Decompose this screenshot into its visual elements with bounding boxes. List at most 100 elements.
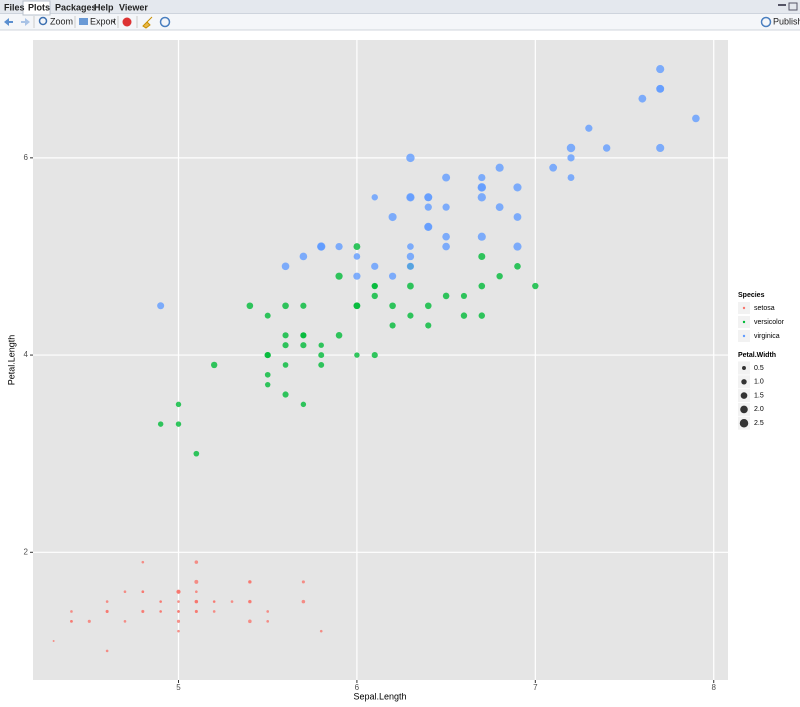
point <box>282 302 289 310</box>
point <box>195 590 198 594</box>
point <box>371 351 378 359</box>
legend-title: Petal.Width <box>738 352 776 359</box>
point <box>513 242 522 251</box>
point <box>335 332 343 339</box>
y-tick-label: 2 <box>24 547 29 556</box>
point <box>371 292 378 300</box>
point <box>638 94 647 103</box>
point <box>141 590 145 594</box>
maximize-icon[interactable] <box>788 2 798 11</box>
point <box>177 600 180 603</box>
point <box>567 174 575 181</box>
point <box>159 610 162 613</box>
point <box>157 302 165 310</box>
point <box>656 143 665 153</box>
publish-icon[interactable] <box>760 16 772 28</box>
forward-icon[interactable] <box>21 18 30 26</box>
clear-icon[interactable] <box>142 16 153 29</box>
point <box>105 649 109 653</box>
point <box>478 312 485 319</box>
point <box>248 619 252 624</box>
point <box>248 580 252 584</box>
point <box>264 312 271 319</box>
point <box>281 262 290 271</box>
point <box>406 193 415 202</box>
point <box>424 222 433 231</box>
size-legend-marker <box>739 418 749 428</box>
x-tick-label: 7 <box>533 683 538 692</box>
point <box>176 589 181 594</box>
point <box>406 252 415 261</box>
point <box>70 620 73 623</box>
tab[interactable]: Viewer <box>119 2 148 12</box>
point <box>87 619 91 623</box>
export-icon[interactable] <box>79 18 88 25</box>
point <box>407 243 414 250</box>
point <box>194 560 199 564</box>
point <box>585 124 593 132</box>
point <box>353 272 361 280</box>
point <box>105 600 109 603</box>
refresh-icon[interactable] <box>159 16 171 28</box>
point <box>353 243 361 251</box>
point <box>514 263 521 270</box>
point <box>388 212 397 222</box>
point <box>300 342 307 349</box>
y-tick-label: 6 <box>24 153 29 162</box>
point <box>300 401 307 408</box>
export-button[interactable]: Export <box>90 16 117 26</box>
point <box>549 163 558 172</box>
minimize-icon[interactable] <box>778 4 786 6</box>
point <box>194 609 198 614</box>
x-tick-label: 5 <box>176 683 181 692</box>
point <box>532 282 539 290</box>
zoom-button[interactable]: Zoom <box>50 16 73 26</box>
point <box>318 352 325 359</box>
publish-button[interactable]: Publish <box>773 16 800 26</box>
tab[interactable]: Files <box>4 2 25 12</box>
point <box>460 312 468 319</box>
tab[interactable]: Help <box>94 2 114 12</box>
point <box>477 193 486 202</box>
point <box>371 262 379 270</box>
legend-label: virginica <box>754 333 780 340</box>
tab[interactable]: Plots <box>28 2 50 12</box>
back-icon[interactable] <box>4 18 13 26</box>
point <box>406 262 415 270</box>
point <box>478 252 486 260</box>
legend-marker <box>742 320 746 324</box>
point <box>282 362 289 368</box>
point <box>424 302 432 310</box>
point <box>176 619 181 623</box>
tab[interactable]: Packages <box>55 2 97 12</box>
point <box>442 242 450 251</box>
legend-label: 1.5 <box>754 392 764 399</box>
point <box>175 401 182 408</box>
x-axis-title: Sepal.Length <box>353 691 406 701</box>
point <box>264 381 271 388</box>
remove-plot-icon[interactable] <box>122 17 132 27</box>
point <box>692 114 700 123</box>
point <box>301 599 306 604</box>
dropdown-arrow <box>112 21 115 23</box>
point <box>407 282 414 290</box>
point <box>248 599 252 604</box>
y-tick-label: 4 <box>24 350 29 359</box>
point <box>406 153 415 163</box>
point <box>123 590 127 594</box>
point <box>141 609 145 614</box>
point <box>213 600 216 603</box>
point <box>477 232 486 241</box>
zoom-icon[interactable] <box>38 16 48 26</box>
point <box>282 332 289 339</box>
point <box>175 421 182 427</box>
point <box>460 292 468 299</box>
point <box>266 620 270 623</box>
active-tab <box>22 0 51 16</box>
point <box>282 391 289 398</box>
point <box>157 421 164 427</box>
point <box>371 194 378 201</box>
point <box>513 213 522 221</box>
point <box>301 580 305 584</box>
